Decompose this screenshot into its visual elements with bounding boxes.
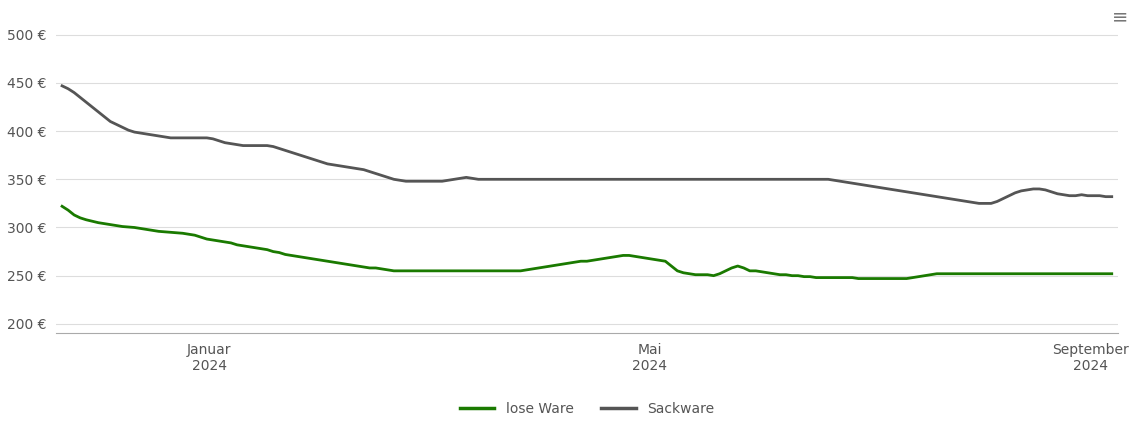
Text: ≡: ≡ <box>1112 8 1129 27</box>
Legend: lose Ware, Sackware: lose Ware, Sackware <box>454 396 719 421</box>
